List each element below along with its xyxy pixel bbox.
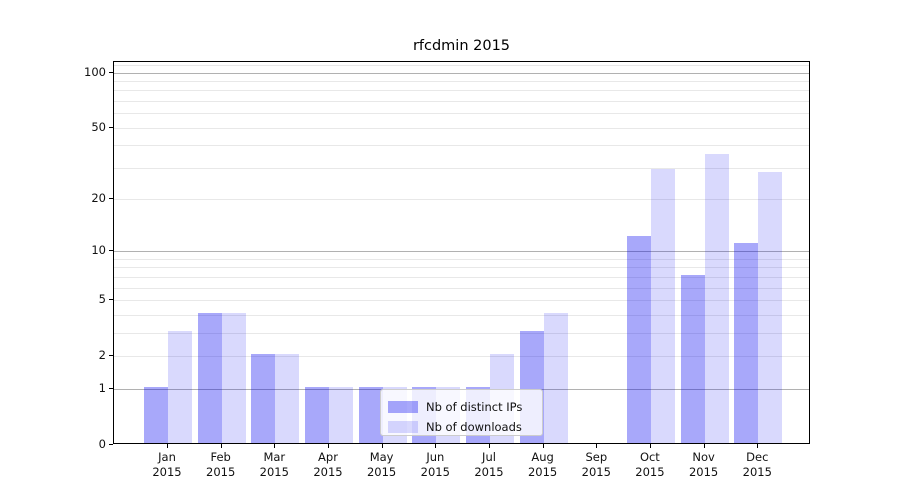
legend-label-distinct-ips: Nb of distinct IPs xyxy=(426,399,523,414)
bar-distinct-ips-mar xyxy=(251,354,276,443)
x-tick-label-jul: Jul 2015 xyxy=(474,450,504,479)
x-tick-label-jan: Jan 2015 xyxy=(152,450,182,479)
y-tick-mark-2 xyxy=(109,354,113,356)
x-tick-mark-may xyxy=(381,444,383,448)
legend-swatch-distinct-ips xyxy=(388,400,418,413)
bar-downloads-apr xyxy=(329,387,353,443)
gridline-6 xyxy=(114,287,809,289)
bar-distinct-ips-apr xyxy=(305,387,329,443)
x-tick-label-nov: Nov 2015 xyxy=(688,450,719,479)
bar-downloads-dec xyxy=(758,171,783,443)
y-tick-label-1: 1 xyxy=(98,380,106,395)
x-tick-label-sep: Sep 2015 xyxy=(581,450,611,479)
x-tick-mark-jan xyxy=(167,444,168,448)
legend: Nb of distinct IPs Nb of downloads xyxy=(380,389,543,436)
gridline-80 xyxy=(114,90,809,92)
x-tick-label-oct: Oct 2015 xyxy=(635,450,665,479)
bar-downloads-nov xyxy=(704,154,729,443)
gridline-3 xyxy=(114,332,809,334)
x-tick-mark-aug xyxy=(542,444,544,448)
y-tick-label-10: 10 xyxy=(91,243,106,258)
x-tick-mark-sep xyxy=(596,444,598,448)
legend-item-downloads: Nb of downloads xyxy=(388,419,522,434)
y-tick-label-5: 5 xyxy=(98,292,106,307)
y-tick-label-100: 100 xyxy=(84,64,106,79)
plot-area xyxy=(113,61,810,444)
x-tick-mark-feb xyxy=(220,444,222,448)
y-tick-mark-0 xyxy=(109,443,113,445)
x-tick-label-apr: Apr 2015 xyxy=(313,450,343,479)
gridline-8 xyxy=(114,267,809,269)
legend-label-downloads: Nb of downloads xyxy=(426,419,522,434)
y-tick-mark-20 xyxy=(109,198,113,200)
x-tick-mark-nov xyxy=(703,444,705,448)
y-tick-mark-10 xyxy=(109,250,113,252)
bar-downloads-feb xyxy=(221,313,246,443)
x-tick-mark-apr xyxy=(328,444,329,448)
y-tick-label-2: 2 xyxy=(98,347,106,362)
y-tick-mark-5 xyxy=(109,299,113,301)
y-tick-mark-100 xyxy=(109,71,113,73)
x-tick-mark-dec xyxy=(757,444,759,448)
gridline-4 xyxy=(114,314,809,316)
gridline-90 xyxy=(114,80,809,82)
chart-title: rfcdmin 2015 xyxy=(412,38,511,54)
gridline-100 xyxy=(114,72,809,74)
gridline-2 xyxy=(114,355,809,357)
y-tick-label-20: 20 xyxy=(91,191,106,206)
x-tick-label-feb: Feb 2015 xyxy=(206,450,236,479)
x-tick-label-jun: Jun 2015 xyxy=(420,450,450,479)
x-tick-mark-oct xyxy=(649,444,651,448)
legend-swatch-downloads xyxy=(388,420,418,433)
y-tick-label-50: 50 xyxy=(91,119,106,134)
gridline-60 xyxy=(114,113,809,115)
bar-distinct-ips-may xyxy=(358,387,383,443)
gridline-7 xyxy=(114,276,809,278)
gridline-5 xyxy=(114,300,809,302)
bar-distinct-ips-oct xyxy=(626,236,651,443)
x-tick-label-dec: Dec 2015 xyxy=(742,450,772,479)
bar-downloads-mar xyxy=(275,354,300,443)
gridline-50 xyxy=(114,127,809,129)
gridline-30 xyxy=(114,167,809,169)
y-tick-mark-50 xyxy=(109,126,113,128)
y-tick-mark-1 xyxy=(109,387,113,389)
gridline-20 xyxy=(114,199,809,201)
bar-downloads-aug xyxy=(543,313,568,443)
gridline-40 xyxy=(114,145,809,147)
gridline-70 xyxy=(114,100,809,102)
legend-item-distinct-ips: Nb of distinct IPs xyxy=(388,399,522,414)
x-tick-mark-mar xyxy=(274,444,276,448)
x-tick-mark-jun xyxy=(435,444,437,448)
bar-distinct-ips-nov xyxy=(680,275,705,443)
gridline-10 xyxy=(114,251,809,253)
y-tick-label-0: 0 xyxy=(98,436,106,451)
bar-downloads-oct xyxy=(650,168,675,443)
bar-downloads-jan xyxy=(168,331,192,443)
x-tick-mark-jul xyxy=(489,444,490,448)
bar-distinct-ips-feb xyxy=(197,313,222,443)
bar-distinct-ips-jan xyxy=(144,387,168,443)
x-tick-label-aug: Aug 2015 xyxy=(527,450,558,479)
bar-distinct-ips-dec xyxy=(734,242,759,443)
x-tick-label-may: May 2015 xyxy=(366,450,397,479)
gridline-110 xyxy=(114,64,809,66)
gridline-9 xyxy=(114,258,809,260)
x-tick-label-mar: Mar 2015 xyxy=(259,450,289,479)
